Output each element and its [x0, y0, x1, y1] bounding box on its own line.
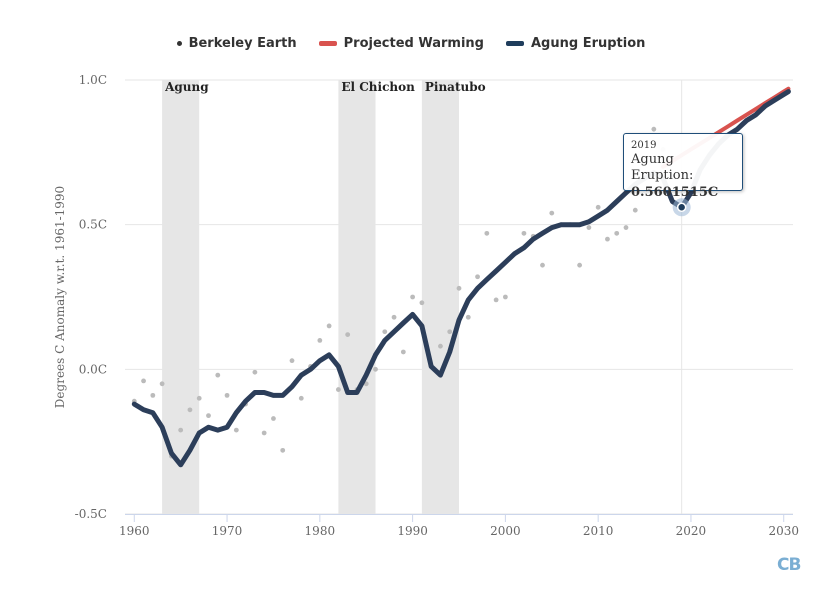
scatter-point: [410, 294, 416, 300]
scatter-point: [326, 323, 332, 329]
scatter-point: [391, 314, 397, 320]
scatter-point: [373, 366, 378, 372]
hover-point: [676, 202, 687, 213]
x-tick-label: 1990: [397, 524, 428, 538]
scatter-point: [187, 407, 193, 413]
legend-line-icon: [505, 41, 524, 46]
scatter-point: [549, 210, 555, 216]
hover-marker: [672, 198, 691, 217]
scatter-point: [502, 294, 508, 300]
scatter-point: [540, 262, 545, 268]
tooltip-value: 0.5601515C: [631, 185, 719, 200]
y-axis-label: Degrees C Anomaly w.r.t. 1961-1990: [53, 186, 67, 408]
scatter-point: [345, 332, 351, 338]
scatter-point: [465, 314, 471, 320]
scatter-point: [271, 416, 276, 421]
x-tick-label: 2010: [583, 524, 614, 538]
y-axis: -0.5C 0.0C 0.5C 1.0C: [75, 73, 107, 521]
eruption-label: El Chichon: [341, 80, 415, 94]
scatter-point: [335, 387, 341, 392]
legend-item-projected-warming[interactable]: Projected Warming: [318, 36, 484, 51]
legend-label: Projected Warming: [343, 36, 484, 51]
scatter-point: [456, 285, 462, 291]
scatter-point: [178, 427, 184, 433]
scatter-point: [521, 230, 527, 236]
tooltip-series-name: Agung Eruption:: [631, 152, 694, 183]
y-tick-label: -0.5C: [75, 507, 107, 521]
scatter-point: [614, 230, 620, 236]
eruption-label: Pinatubo: [425, 80, 486, 94]
legend: Berkeley Earth Projected Warming Agung E…: [0, 36, 822, 51]
y-tick-label: 0.5C: [79, 218, 107, 232]
scatter-point: [261, 430, 267, 436]
scatter-point: [493, 297, 499, 303]
legend-line-icon: [318, 41, 337, 46]
scatter-point: [224, 392, 230, 398]
scatter-point: [317, 338, 323, 343]
x-tick-label: 2020: [676, 524, 707, 538]
tooltip: 2019 Agung Eruption: 0.5601515C: [623, 133, 743, 200]
scatter-point: [438, 343, 443, 349]
scatter-point: [215, 372, 221, 378]
scatter-point: [206, 413, 211, 419]
scatter-point: [280, 447, 286, 453]
legend-label: Berkeley Earth: [188, 36, 297, 51]
scatter-point: [632, 207, 638, 213]
legend-item-agung-eruption[interactable]: Agung Eruption: [505, 36, 646, 51]
scatter-point: [196, 395, 202, 401]
tooltip-year: 2019: [631, 140, 657, 151]
legend-item-berkeley-earth[interactable]: Berkeley Earth: [176, 36, 297, 51]
legend-label: Agung Eruption: [530, 36, 646, 51]
scatter-point: [475, 274, 480, 280]
berkeley-earth-scatter: [131, 126, 666, 459]
scatter-point: [233, 427, 239, 433]
y-tick-label: 1.0C: [79, 73, 107, 87]
x-tick-label: 2000: [490, 524, 521, 538]
scatter-point: [577, 262, 583, 268]
scatter-point: [484, 230, 490, 236]
legend-dot-icon: [176, 41, 182, 46]
y-tick-label: 0.0C: [79, 362, 107, 376]
scatter-point: [289, 358, 295, 364]
scatter-point: [400, 349, 406, 355]
scatter-point: [595, 204, 601, 210]
x-axis: 1960 1970 1980 1990 2000 2010 2020 2030: [119, 514, 799, 538]
scatter-point: [447, 329, 453, 335]
scatter-point: [382, 329, 388, 335]
eruption-band: [421, 80, 459, 514]
carbon-brief-logo: CB: [777, 555, 801, 575]
x-tick-label: 1980: [305, 524, 336, 538]
x-tick-label: 1960: [119, 524, 150, 538]
x-tick-label: 1970: [212, 524, 243, 538]
scatter-point: [150, 392, 156, 398]
scatter-point: [419, 300, 425, 306]
scatter-point: [623, 225, 629, 230]
x-tick-label: 2030: [768, 524, 799, 538]
scatter-point: [651, 126, 657, 132]
eruption-label: Agung: [164, 80, 209, 94]
eruption-band: [338, 80, 376, 514]
scatter-point: [252, 369, 258, 375]
scatter-point: [159, 381, 165, 387]
scatter-point: [605, 236, 610, 242]
scatter-point: [586, 225, 592, 230]
scatter-point: [141, 378, 146, 384]
scatter-point: [298, 395, 304, 401]
eruption-bands: Agung El Chichon Pinatubo: [162, 80, 486, 514]
